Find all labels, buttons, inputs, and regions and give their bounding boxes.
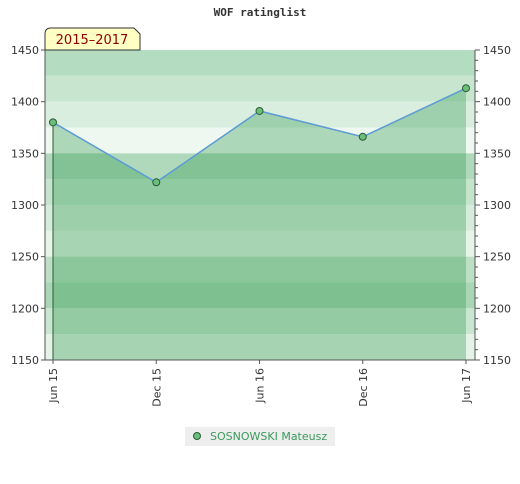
y-tick-label: 1250: [11, 251, 39, 264]
y-tick-label: 1350: [11, 147, 39, 160]
x-tick-label: Dec 16: [357, 368, 370, 407]
point: [358, 132, 367, 141]
y-tick-label: 1400: [11, 96, 39, 109]
band: [45, 230, 475, 257]
point: [49, 118, 57, 127]
band: [45, 179, 475, 205]
y-tick-label: 1150: [11, 354, 39, 367]
point: [152, 178, 161, 187]
x-tick-label: Dec 15: [150, 368, 163, 407]
band: [45, 153, 475, 180]
band: [45, 282, 475, 309]
y2-tick-label: 1350: [483, 147, 511, 160]
band: [45, 308, 475, 335]
y-tick-label: 1200: [11, 302, 39, 315]
x-tick-label: Jun 15: [47, 368, 60, 404]
y2-tick-label: 1200: [483, 302, 511, 315]
y2-tick-label: 1400: [483, 96, 511, 109]
legend-marker: [193, 432, 201, 440]
chart-title: WOF ratinglist: [214, 6, 307, 19]
band: [45, 50, 475, 76]
point: [255, 106, 264, 115]
y2-tick-label: 1300: [483, 199, 511, 212]
x-tick-label: Jun 16: [254, 368, 267, 404]
y2-tick-label: 1150: [483, 354, 511, 367]
x-tick-label: Jun 17: [460, 368, 473, 404]
band: [45, 127, 475, 154]
band: [45, 334, 475, 360]
band: [45, 256, 475, 283]
band: [45, 205, 475, 231]
legend: [185, 427, 335, 446]
band: [45, 75, 475, 102]
point: [462, 84, 470, 93]
plot-area: [45, 50, 475, 360]
annotation: 2015–2017: [56, 33, 129, 48]
y-tick-label: 1450: [11, 44, 39, 57]
legend-label: SOSNOWSKI Mateusz: [210, 430, 327, 443]
y2-tick-label: 1250: [483, 251, 511, 264]
y2-tick-label: 1450: [483, 44, 511, 57]
annotation-box: [44, 27, 141, 51]
area: [53, 88, 466, 360]
y-tick-label: 1300: [11, 199, 39, 212]
